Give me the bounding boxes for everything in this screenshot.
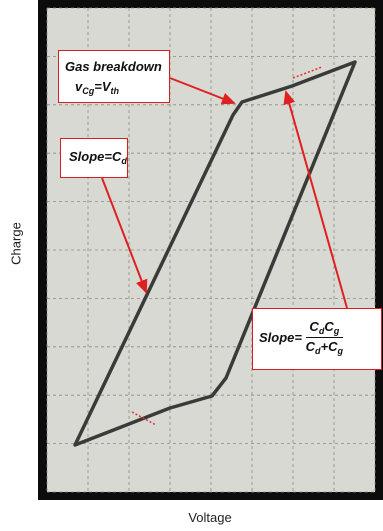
- text: d: [121, 156, 127, 166]
- fraction: CdCg Cd+Cg: [306, 319, 343, 356]
- text: g: [334, 326, 340, 336]
- x-axis-label: Voltage: [180, 510, 240, 525]
- denominator: Cd+Cg: [306, 338, 343, 356]
- annotation-breakdown: Gas breakdown vCg=Vth: [58, 50, 170, 103]
- text: =V: [94, 79, 110, 94]
- annotation-formula: vCg=Vth: [65, 77, 169, 101]
- y-axis-label: Charge: [9, 216, 24, 272]
- text: +C: [321, 339, 338, 354]
- text: Slope=: [259, 330, 302, 345]
- text: C: [306, 339, 315, 354]
- text: C: [324, 319, 333, 334]
- annotation-slope-cd: Slope=Cd: [60, 138, 128, 178]
- text: Cg: [82, 86, 94, 96]
- text: Slope=C: [69, 149, 121, 164]
- figure: Gas breakdown vCg=Vth Slope=Cd Slope= Cd…: [0, 0, 383, 531]
- text: th: [111, 86, 120, 96]
- numerator: CdCg: [306, 319, 343, 338]
- annotation-title: Gas breakdown: [65, 57, 169, 77]
- annotation-slope-series: Slope= CdCg Cd+Cg: [252, 308, 382, 370]
- text: g: [338, 346, 344, 356]
- text: C: [309, 319, 318, 334]
